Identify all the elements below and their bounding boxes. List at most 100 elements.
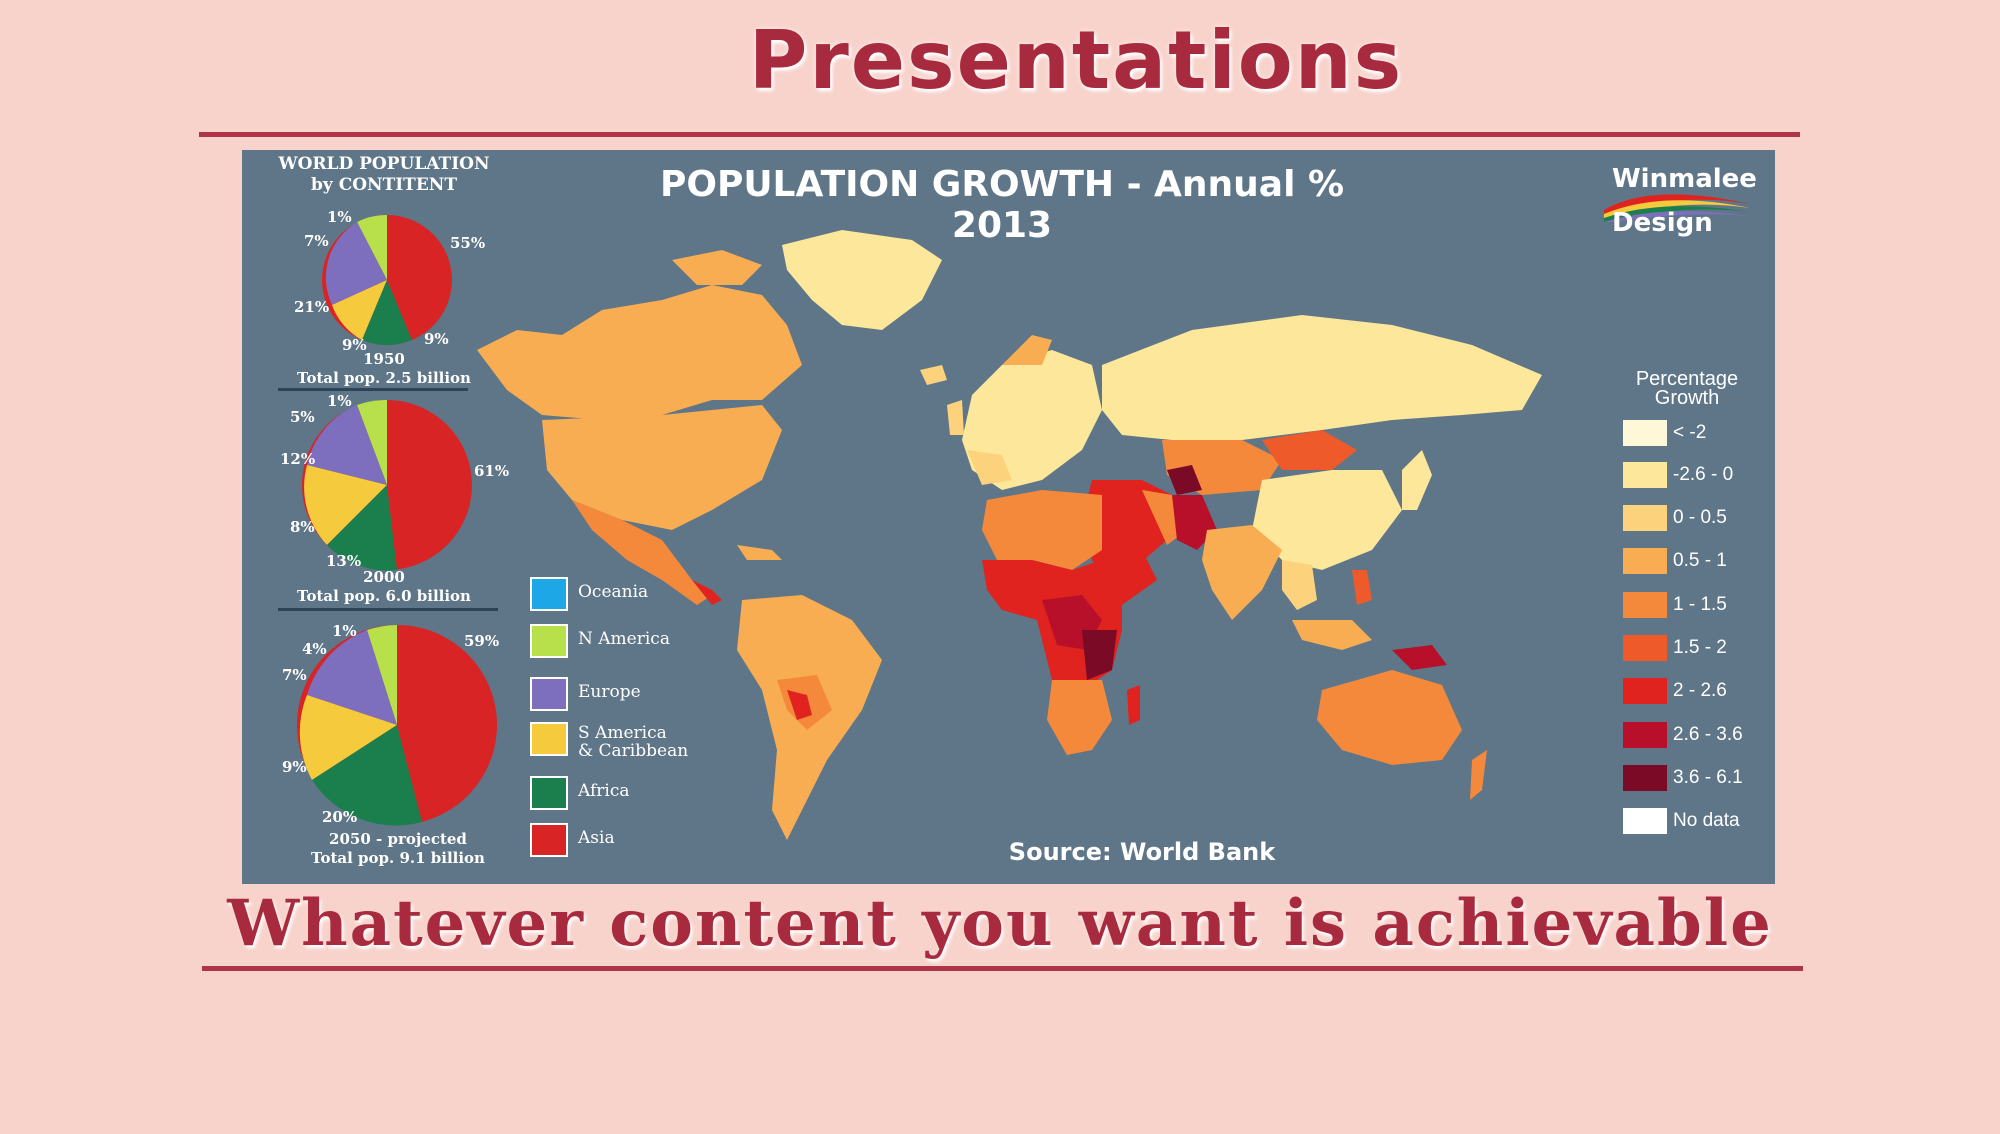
- brand-logo: Winmalee Design: [1602, 164, 1757, 244]
- pie-2000-caption: 2000 Total pop. 6.0 billion: [254, 568, 514, 606]
- growth-legend-item: -2.6 - 0: [1623, 462, 1763, 492]
- pie-2050: [297, 625, 497, 826]
- pie-heading-line1: WORLD POPULATION: [278, 154, 490, 174]
- pie-2000-year: 2000: [363, 568, 405, 586]
- continent-legend-label: S America & Caribbean: [578, 724, 688, 760]
- pie-2050-label-samerica: 9%: [282, 758, 307, 776]
- pie-2050-label-oceania: 1%: [332, 622, 357, 640]
- growth-legend-item: 3.6 - 6.1: [1623, 765, 1763, 795]
- pie-1950-caption: 1950 Total pop. 2.5 billion: [254, 350, 514, 388]
- samerica-label-line1: S America: [578, 723, 667, 743]
- continent-legend-label: N America: [578, 629, 670, 649]
- growth-legend-item: 2 - 2.6: [1623, 678, 1763, 708]
- growth-legend-title-line2: Growth: [1654, 387, 1720, 409]
- asia-swatch: [530, 823, 568, 857]
- pie-1950-label-samerica: 9%: [342, 336, 367, 354]
- pie-1950: [322, 214, 452, 345]
- pie-divider: [278, 388, 468, 391]
- africa-swatch: [530, 776, 568, 810]
- growth-legend-item: 2.6 - 3.6: [1623, 722, 1763, 752]
- world-map: [477, 230, 1542, 840]
- pie-2050-caption: 2050 - projected Total pop. 9.1 billion: [268, 830, 528, 868]
- pie-1950-year: 1950: [363, 350, 405, 368]
- growth-legend-label: 0 - 0.5: [1673, 507, 1727, 528]
- pie-2000-total: Total pop. 6.0 billion: [297, 587, 471, 605]
- growth-legend-label: 2 - 2.6: [1673, 680, 1727, 701]
- growth-legend-item: 1 - 1.5: [1623, 592, 1763, 622]
- map-source: Source: World Bank: [1008, 838, 1276, 866]
- pie-2050-label-europe: 7%: [282, 666, 307, 684]
- growth-swatch: [1623, 505, 1667, 531]
- growth-legend-label: 1.5 - 2: [1673, 637, 1727, 658]
- continent-legend-label: Europe: [578, 682, 641, 702]
- growth-legend: Percentage Growth < -2 -2.6 - 0 0 - 0.5 …: [1617, 368, 1757, 834]
- growth-swatch: [1623, 548, 1667, 574]
- samerica-swatch: [530, 722, 568, 756]
- growth-legend-label: No data: [1673, 810, 1740, 831]
- pie-2050-total: Total pop. 9.1 billion: [311, 849, 485, 867]
- continent-legend-item: Asia: [530, 823, 750, 863]
- pie-1950-label-namerica: 7%: [304, 232, 329, 250]
- pie-2050-label-africa: 20%: [322, 808, 358, 826]
- pie-2000: [302, 399, 472, 571]
- page-title: Presentations: [748, 14, 1404, 107]
- growth-swatch: [1623, 765, 1667, 791]
- pie-1950-label-europe: 21%: [294, 298, 330, 316]
- growth-swatch: [1623, 592, 1667, 618]
- rainbow-swoosh-icon: [1604, 194, 1750, 222]
- growth-legend-label: 2.6 - 3.6: [1673, 724, 1743, 745]
- growth-legend-label: 1 - 1.5: [1673, 594, 1727, 615]
- europe-swatch: [530, 677, 568, 711]
- pie-1950-total: Total pop. 2.5 billion: [297, 369, 471, 387]
- pie-2050-label-asia: 59%: [464, 632, 500, 650]
- map-title: POPULATION GROWTH - Annual % 2013: [659, 164, 1345, 246]
- brand-line1: Winmalee: [1612, 164, 1757, 194]
- pie-1950-label-africa: 9%: [424, 330, 449, 348]
- pie-2050-year: 2050 - projected: [329, 830, 467, 848]
- growth-legend-title-line1: Percentage: [1635, 368, 1739, 390]
- pie-2000-label-namerica: 5%: [290, 408, 315, 426]
- growth-legend-item: 0 - 0.5: [1623, 505, 1763, 535]
- growth-swatch: [1623, 722, 1667, 748]
- growth-legend-item: 0.5 - 1: [1623, 548, 1763, 578]
- brand-line2: Design: [1612, 208, 1713, 238]
- pie-heading: WORLD POPULATION by CONTITENT: [254, 154, 514, 196]
- tagline-divider: [202, 966, 1803, 971]
- pie-2000-label-asia: 61%: [474, 462, 510, 480]
- growth-swatch: [1623, 420, 1667, 446]
- pie-2000-label-europe: 12%: [280, 450, 316, 468]
- growth-legend-title: Percentage Growth: [1617, 368, 1757, 409]
- continent-legend-label: Africa: [578, 781, 630, 801]
- population-growth-infographic: POPULATION GROWTH - Annual % 2013 Winmal…: [242, 150, 1775, 884]
- continent-legend-item: N America: [530, 624, 750, 664]
- growth-legend-item: No data: [1623, 808, 1763, 838]
- namerica-swatch: [530, 624, 568, 658]
- growth-swatch: [1623, 678, 1667, 704]
- title-divider: [199, 132, 1800, 137]
- pie-divider: [278, 608, 498, 611]
- continent-legend-label: Oceania: [578, 582, 649, 602]
- growth-swatch: [1623, 808, 1667, 834]
- pie-2000-label-oceania: 1%: [327, 392, 352, 410]
- pie-1950-label-asia: 55%: [450, 234, 486, 252]
- samerica-label-line2: & Caribbean: [578, 741, 689, 761]
- growth-legend-label: 3.6 - 6.1: [1673, 767, 1743, 788]
- growth-legend-item: 1.5 - 2: [1623, 635, 1763, 665]
- growth-legend-item: < -2: [1623, 420, 1763, 450]
- continent-legend-item: Africa: [530, 776, 750, 816]
- pie-1950-label-oceania: 1%: [327, 208, 352, 226]
- growth-legend-label: 0.5 - 1: [1673, 550, 1727, 571]
- pie-2000-label-africa: 13%: [326, 552, 362, 570]
- continent-legend-item: Oceania: [530, 577, 750, 617]
- oceania-swatch: [530, 577, 568, 611]
- tagline: Whatever content you want is achievable: [227, 886, 1773, 961]
- pie-2050-label-namerica: 4%: [302, 640, 327, 658]
- growth-legend-label: < -2: [1673, 422, 1707, 443]
- growth-swatch: [1623, 635, 1667, 661]
- growth-legend-label: -2.6 - 0: [1673, 464, 1734, 485]
- pie-2000-label-samerica: 8%: [290, 518, 315, 536]
- growth-swatch: [1623, 462, 1667, 488]
- continent-legend-item: S America & Caribbean: [530, 722, 750, 762]
- continent-legend-item: Europe: [530, 677, 750, 717]
- pie-heading-line2: by CONTITENT: [311, 175, 457, 195]
